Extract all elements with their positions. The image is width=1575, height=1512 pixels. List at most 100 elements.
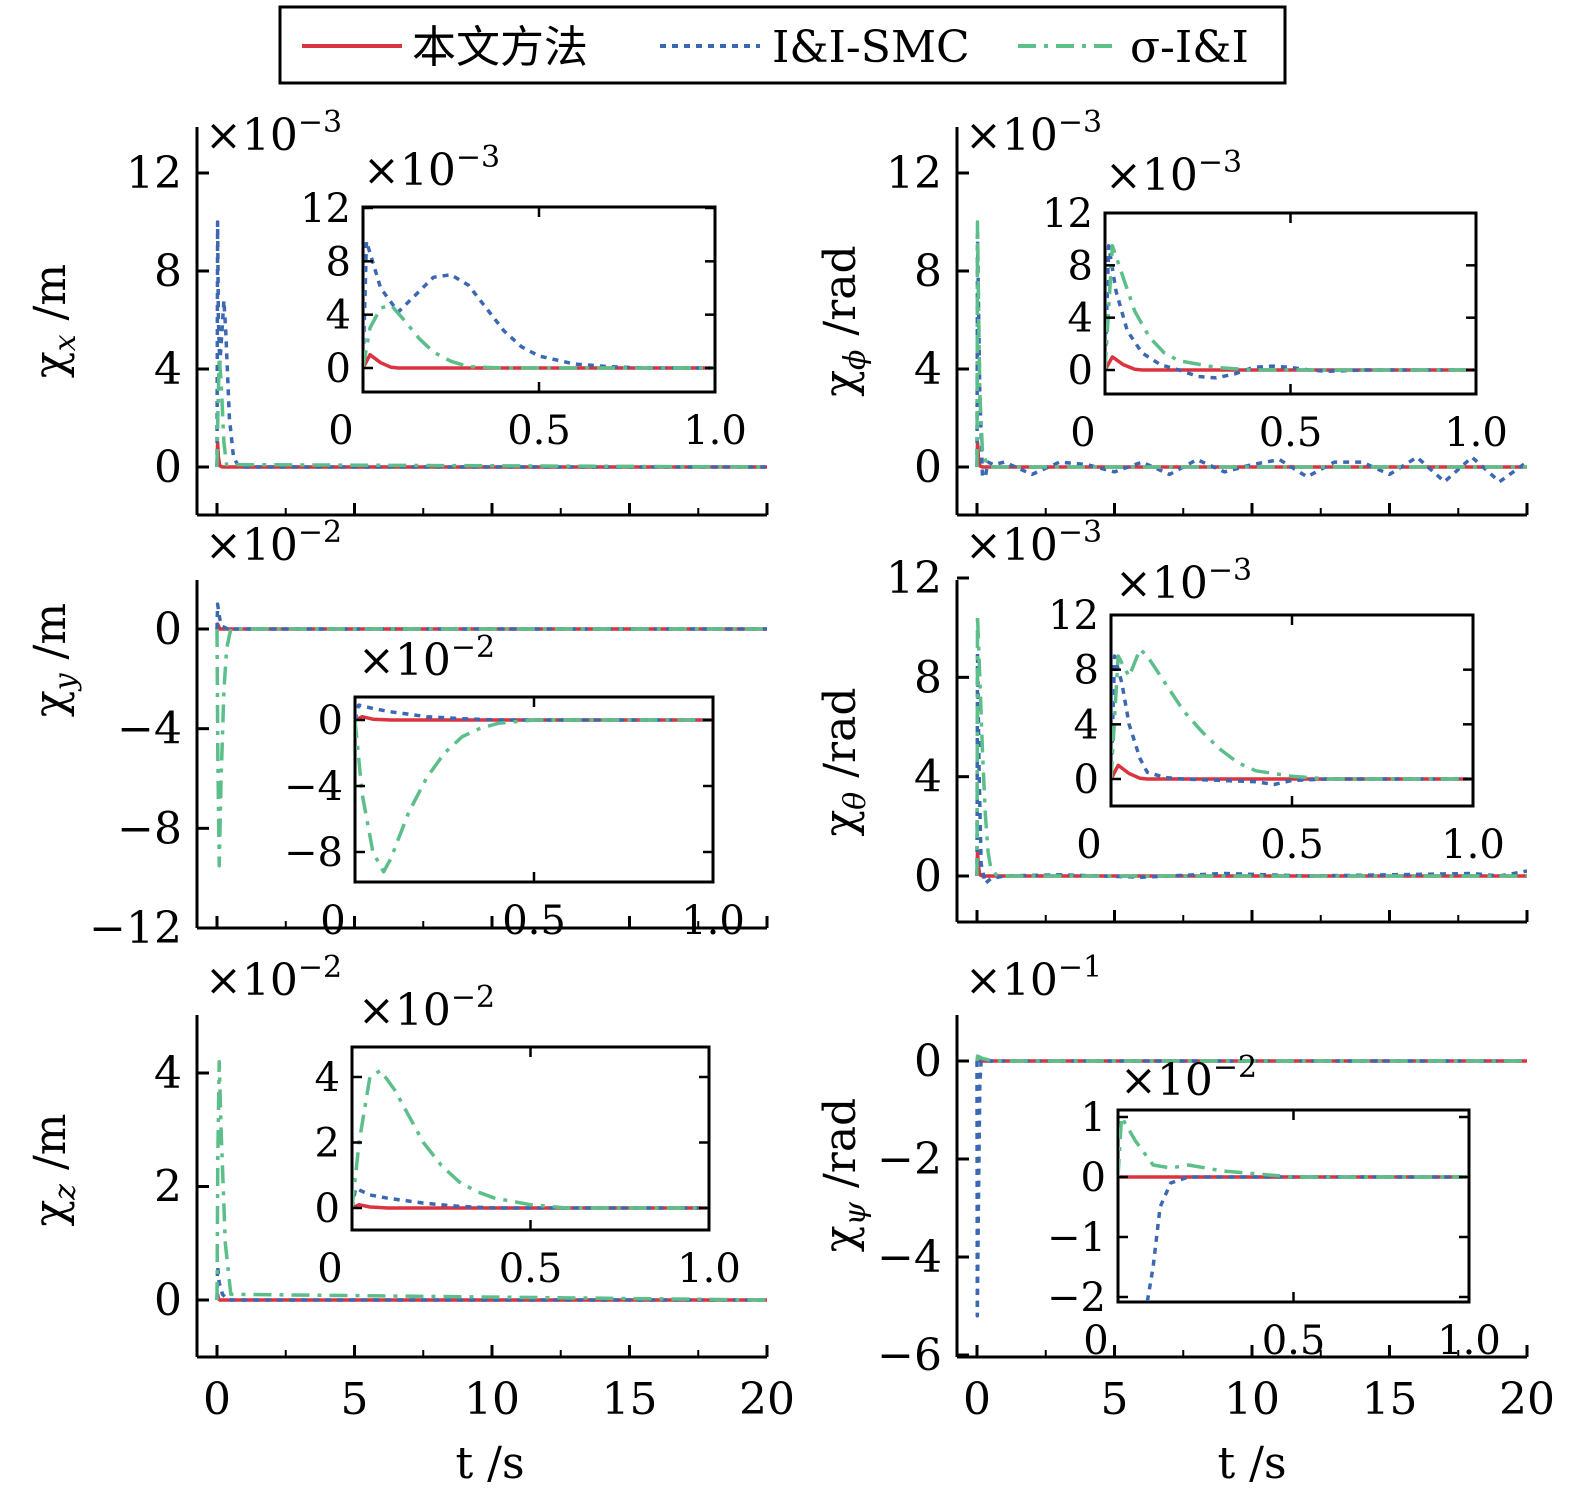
- inset-axis-multiplier: ×10−3: [363, 140, 500, 196]
- inset-frame: [353, 695, 715, 884]
- axis-multiplier: ×10−2: [205, 950, 342, 1006]
- series-line--0: [1106, 355, 1475, 372]
- legend-label-0: 本文方法: [412, 22, 588, 73]
- inset-y-tick-label: 2: [315, 1121, 340, 1167]
- inset-axis-multiplier: ×10−2: [1120, 1050, 1257, 1106]
- inset-y-tick-label: 0: [326, 346, 351, 392]
- axis-multiplier: ×10−3: [205, 105, 342, 161]
- y-tick-label: 4: [914, 344, 942, 395]
- y-tick-label: −4: [877, 1232, 942, 1283]
- inset-y-tick-label: 12: [1042, 191, 1093, 237]
- inset-x-tick-label: 1.0: [1441, 822, 1505, 868]
- y-axis-label: χx /m: [25, 264, 83, 378]
- inset-x: 0 0.5 1.0 0 4 8 12 ×10−3: [300, 140, 747, 454]
- inset-x-tick-label: 0: [1076, 822, 1101, 868]
- inset-x-tick-label: 0.5: [502, 898, 566, 944]
- inset-y-tick-label: 4: [326, 293, 351, 339]
- series-line-II-2: [975, 1054, 1527, 1063]
- inset-x-tick-label: 1.0: [683, 408, 747, 454]
- y-tick-label: 8: [914, 246, 942, 297]
- inset-y-tick-label: 4: [1068, 296, 1093, 342]
- inset-axis-multiplier: ×10−2: [358, 630, 495, 686]
- x-tick-label: 20: [1499, 1374, 1555, 1425]
- inset-y: 0 0.5 1.0 −8 −4 0 ×10−2: [284, 630, 745, 944]
- series-line-IISMC-1: [975, 232, 1527, 484]
- y-tick-label: −4: [117, 704, 182, 755]
- series-line-IISMC-1: [1106, 243, 1475, 380]
- inset-frame: [1109, 613, 1475, 808]
- x-tick-label: 5: [1101, 1374, 1129, 1425]
- legend-label-1: I&I-SMC: [772, 22, 970, 73]
- inset-z: 0 0.5 1.0 0 2 4 ×10−2: [315, 980, 741, 1292]
- series-line-II-2: [215, 1059, 767, 1302]
- y-tick-label: 12: [126, 148, 182, 199]
- y-tick-label: 8: [914, 652, 942, 703]
- series-line-II-2: [215, 355, 767, 469]
- y-tick-label: 0: [154, 604, 182, 655]
- series-line-II-2: [364, 303, 714, 370]
- inset-y-tick-label: 12: [300, 186, 351, 232]
- axis-multiplier: ×10−2: [205, 515, 342, 571]
- inset-frame: [1116, 1108, 1471, 1304]
- x-tick-label: 0: [963, 1374, 991, 1425]
- y-tick-label: 4: [914, 752, 942, 803]
- inset-frame: [1103, 211, 1478, 396]
- inset-y-tick-label: 8: [1074, 648, 1099, 694]
- inset-x-tick-label: 0: [1083, 1318, 1108, 1364]
- inset-psi: 0 0.5 1.0 −2 −1 0 1 ×10−2: [1047, 1050, 1501, 1364]
- x-tick-label: 10: [464, 1374, 520, 1425]
- axis-multiplier: ×10−1: [965, 950, 1102, 1006]
- inset-y-tick-label: −4: [284, 764, 343, 810]
- inset-x-tick-label: 0: [1070, 410, 1095, 456]
- series-line-II-2: [353, 1068, 708, 1210]
- panel-phi: 0 4 8 12 ×10−3 χϕ /rad 0 0.5 1.0 0 4 8 12 ×10−3: [815, 105, 1529, 517]
- y-tick-label: −8: [117, 803, 182, 854]
- x-tick-label: 15: [602, 1374, 658, 1425]
- y-tick-label: 0: [154, 1275, 182, 1326]
- y-tick-label: 4: [154, 1048, 182, 1099]
- inset-x-tick-label: 1.0: [1444, 410, 1508, 456]
- inset-frame: [350, 1045, 711, 1232]
- y-tick-label: 2: [154, 1162, 182, 1213]
- y-axis-label: χϕ /rad: [815, 245, 873, 396]
- inset-x-tick-label: 0.5: [507, 408, 571, 454]
- x-tick-label: 5: [341, 1374, 369, 1425]
- x-axis-label-1: t /s: [1217, 1438, 1286, 1489]
- inset-y-tick-label: −2: [1047, 1275, 1106, 1321]
- inset-x-tick-label: 1.0: [681, 898, 745, 944]
- inset-y-tick-label: 0: [1081, 1155, 1106, 1201]
- inset-x-tick-label: 0.5: [1260, 822, 1324, 868]
- inset-x-tick-label: 0.5: [499, 1246, 563, 1292]
- series-line--0: [1112, 763, 1472, 781]
- legend-label-2: σ-I&I: [1130, 22, 1249, 73]
- y-tick-label: −2: [877, 1134, 942, 1185]
- inset-x-tick-label: 0.5: [1262, 1318, 1326, 1364]
- inset-theta: 0 0.5 1.0 0 4 8 12 ×10−3: [1048, 553, 1505, 868]
- series-line-II-2: [356, 718, 712, 874]
- y-tick-label: 4: [154, 344, 182, 395]
- y-tick-label: 0: [914, 442, 942, 493]
- inset-y-tick-label: −1: [1047, 1215, 1106, 1261]
- panel-x: 0 4 8 12 ×10−3 χx /m 0 0.5 1.0 0 4 8 12 ×10−3: [25, 105, 769, 517]
- x-axis-label-0: t /s: [455, 1438, 524, 1489]
- inset-axis-multiplier: ×10−3: [1105, 145, 1242, 201]
- series-line-II-2: [975, 613, 1527, 878]
- series-line-II-2: [975, 220, 1527, 469]
- y-tick-label: 12: [886, 553, 942, 604]
- inset-y-tick-label: 4: [315, 1055, 340, 1101]
- y-tick-label: 8: [154, 246, 182, 297]
- series-line-II-2: [1119, 1115, 1468, 1179]
- x-tick-label: 20: [739, 1374, 795, 1425]
- inset-x-tick-label: 0: [320, 898, 345, 944]
- inset-x-tick-label: 1.0: [677, 1246, 741, 1292]
- series-line-IISMC-1: [364, 239, 714, 370]
- series-line-IISMC-1: [353, 1186, 708, 1210]
- inset-x-tick-label: 1.0: [1437, 1318, 1501, 1364]
- inset-y-tick-label: 1: [1081, 1095, 1106, 1141]
- y-axis-label: χθ /rad: [815, 688, 873, 837]
- inset-frame: [361, 205, 717, 394]
- y-tick-label: 0: [914, 851, 942, 902]
- inset-y-tick-label: 0: [1074, 757, 1099, 803]
